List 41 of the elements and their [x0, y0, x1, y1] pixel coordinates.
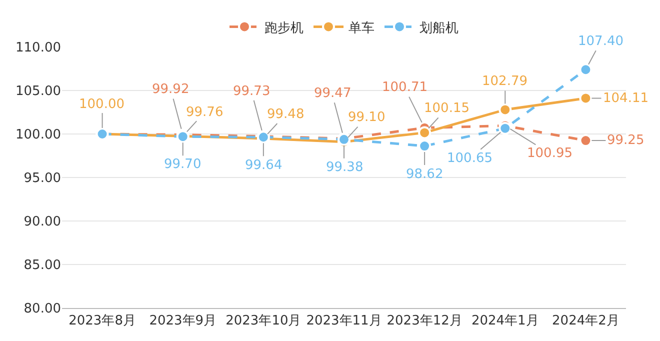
x-tick-label: 2023年12月 [386, 314, 462, 329]
y-tick-label: 100.00 [16, 128, 61, 143]
data-label: 98.62 [406, 167, 444, 182]
x-tick-label: 2023年9月 [149, 314, 217, 329]
data-label: 99.76 [186, 105, 224, 120]
data-label: 99.25 [607, 133, 644, 148]
data-label: 99.10 [348, 110, 386, 125]
point [579, 92, 592, 105]
point [418, 126, 432, 140]
data-label: 100.95 [527, 146, 572, 161]
x-tick-label: 2023年10月 [226, 314, 302, 329]
point [498, 122, 512, 135]
y-tick-label: 105.00 [16, 84, 61, 100]
data-label: 102.79 [482, 74, 528, 89]
point [498, 103, 512, 116]
data-label: 99.38 [326, 160, 364, 175]
x-tick-label: 2024年1月 [471, 314, 539, 329]
data-label: 104.11 [603, 91, 648, 106]
legend-label: 跑步机 [264, 20, 304, 36]
x-tick-label: 2023年8月 [68, 314, 136, 329]
y-tick-label: 90.00 [24, 214, 61, 230]
data-label: 99.70 [164, 157, 202, 172]
data-label: 99.47 [314, 86, 352, 101]
data-label: 107.40 [578, 34, 624, 49]
data-label: 100.15 [424, 101, 470, 116]
y-tick-label: 85.00 [24, 258, 61, 274]
x-tick-label: 2024年2月 [552, 314, 620, 329]
data-label: 99.73 [233, 84, 270, 99]
data-label: 99.92 [152, 82, 190, 97]
data-label: 100.00 [79, 97, 124, 112]
data-label: 99.48 [267, 107, 304, 122]
data-label: 100.65 [447, 151, 492, 166]
data-label: 99.64 [245, 158, 282, 173]
y-tick-label: 80.00 [24, 302, 61, 317]
data-label: 100.71 [382, 80, 428, 95]
y-tick-label: 95.00 [24, 171, 61, 186]
legend-label: 单车 [348, 20, 374, 36]
point [579, 63, 592, 76]
legend-label: 划船机 [420, 20, 458, 36]
y-tick-label: 110.00 [16, 40, 61, 56]
x-tick-label: 2023年11月 [306, 314, 382, 329]
